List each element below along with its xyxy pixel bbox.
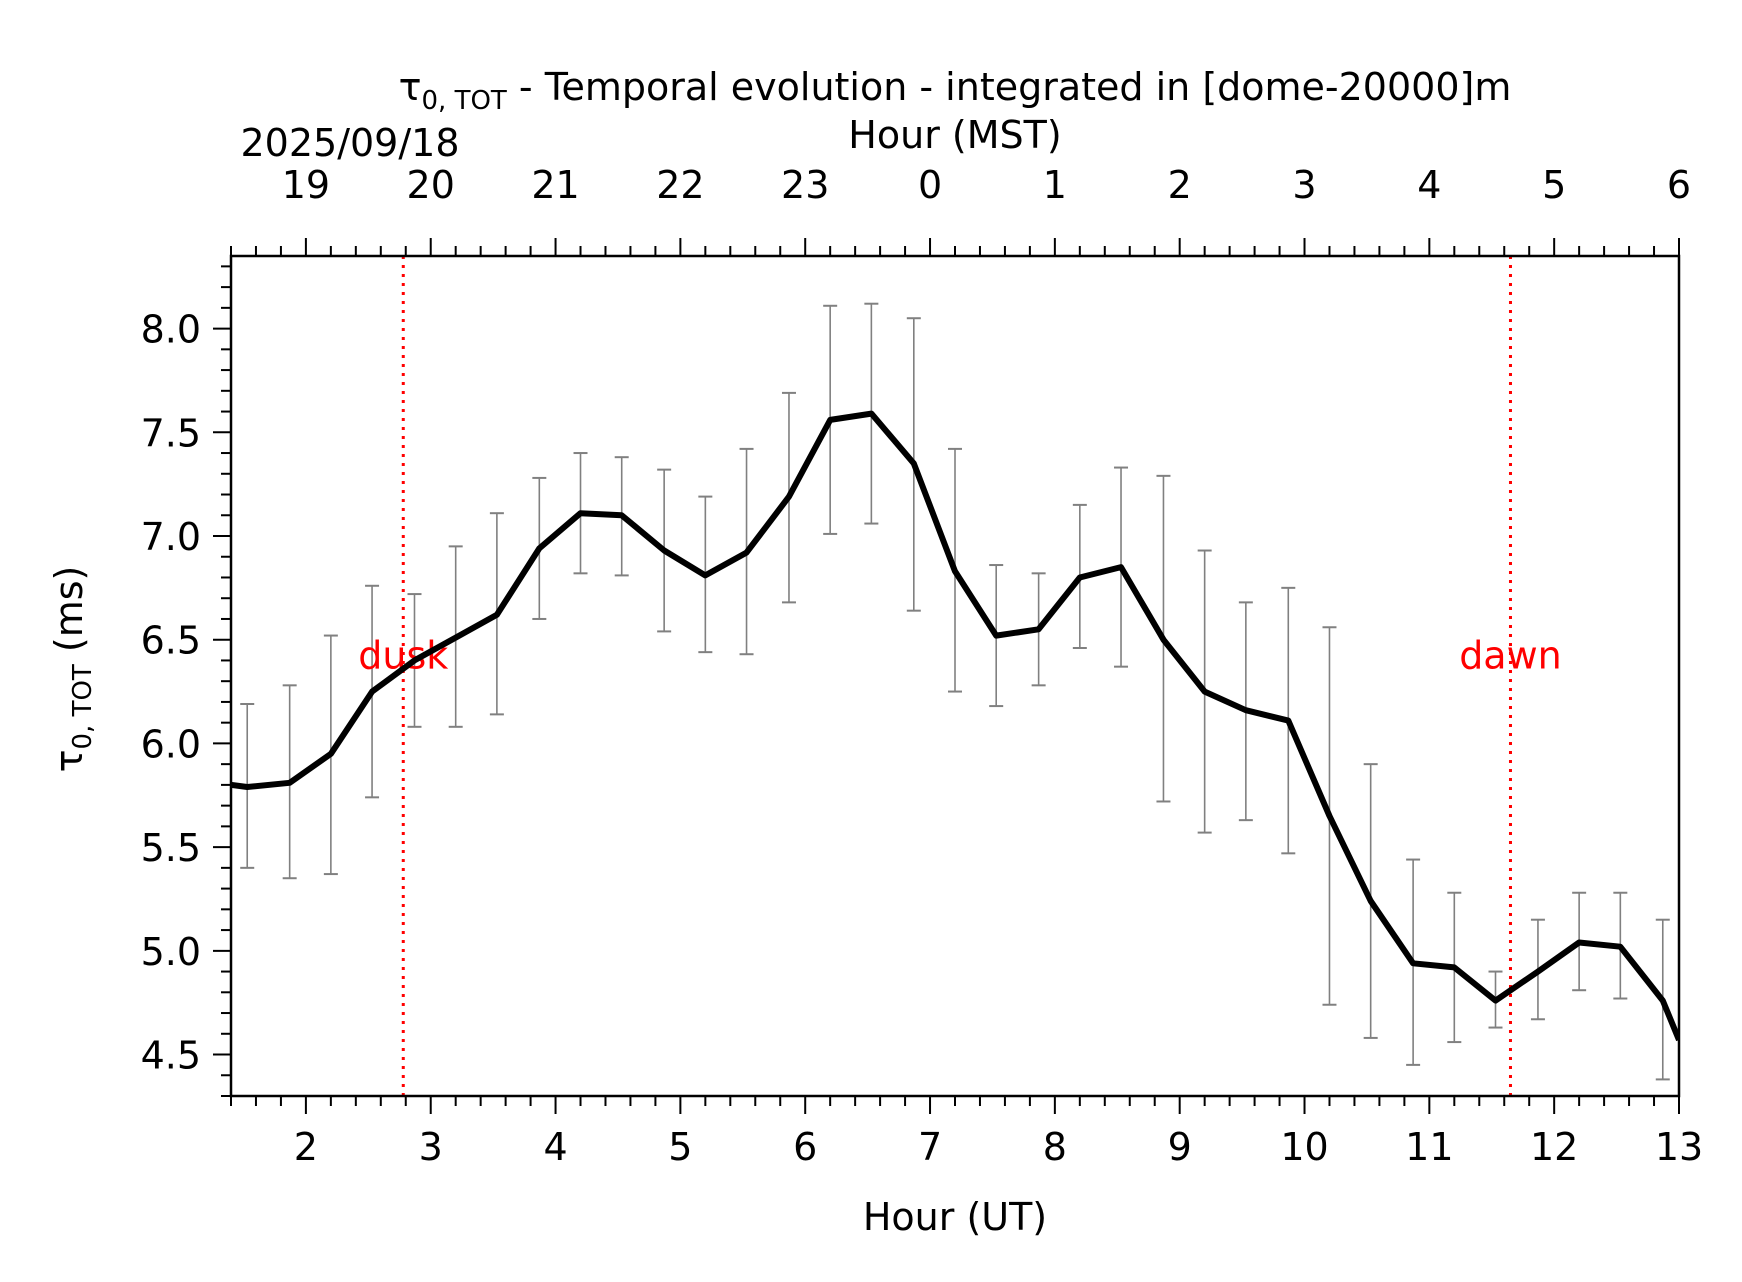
top-tick-label: 2	[1168, 163, 1192, 207]
x-axis-label: Hour (UT)	[863, 1195, 1047, 1239]
dawn-label: dawn	[1459, 634, 1562, 678]
y-tick-label: 5.5	[141, 826, 201, 870]
top-tick-label: 4	[1417, 163, 1441, 207]
top-tick-label: 21	[531, 163, 579, 207]
top-tick-label: 3	[1292, 163, 1316, 207]
x-tick-label: 9	[1168, 1125, 1192, 1169]
x-tick-label: 8	[1043, 1125, 1067, 1169]
x-tick-label: 6	[793, 1125, 817, 1169]
y-tick-label: 8.0	[141, 308, 201, 352]
x-tick-label: 13	[1655, 1125, 1703, 1169]
y-tick-label: 4.5	[141, 1034, 201, 1078]
y-tick-label: 6.0	[141, 722, 201, 766]
date-label: 2025/09/18	[240, 121, 459, 165]
top-tick-label: 23	[781, 163, 829, 207]
x-tick-label: 12	[1530, 1125, 1578, 1169]
x-tick-label: 7	[918, 1125, 942, 1169]
y-tick-label: 6.5	[141, 619, 201, 663]
top-tick-label: 1	[1043, 163, 1067, 207]
y-axis-label: τ0, TOT (ms)	[47, 566, 98, 773]
x-tick-label: 2	[294, 1125, 318, 1169]
top-axis-label: Hour (MST)	[848, 113, 1061, 157]
y-axis-label-group: τ0, TOT (ms)	[47, 566, 98, 773]
x-tick-label: 3	[419, 1125, 443, 1169]
x-tick-label: 10	[1280, 1125, 1328, 1169]
top-tick-label: 0	[918, 163, 942, 207]
top-tick-label: 22	[656, 163, 704, 207]
top-tick-label: 6	[1667, 163, 1691, 207]
series-line-group	[231, 410, 1679, 1042]
plot-frame	[229, 254, 1681, 1098]
x-tick-label: 11	[1405, 1125, 1453, 1169]
chart-title: τ0, TOT - Temporal evolution - integrate…	[399, 65, 1512, 116]
x-tick-label: 5	[668, 1125, 692, 1169]
y-tick-label: 7.5	[141, 411, 201, 455]
top-tick-label: 19	[282, 163, 330, 207]
axis-ticks	[213, 238, 1680, 1114]
y-tick-label: 7.0	[141, 515, 201, 559]
top-tick-label: 5	[1542, 163, 1566, 207]
y-tick-label: 5.0	[141, 930, 201, 974]
x-tick-label: 4	[543, 1125, 567, 1169]
top-tick-label: 20	[407, 163, 455, 207]
series-line	[231, 410, 1679, 1042]
